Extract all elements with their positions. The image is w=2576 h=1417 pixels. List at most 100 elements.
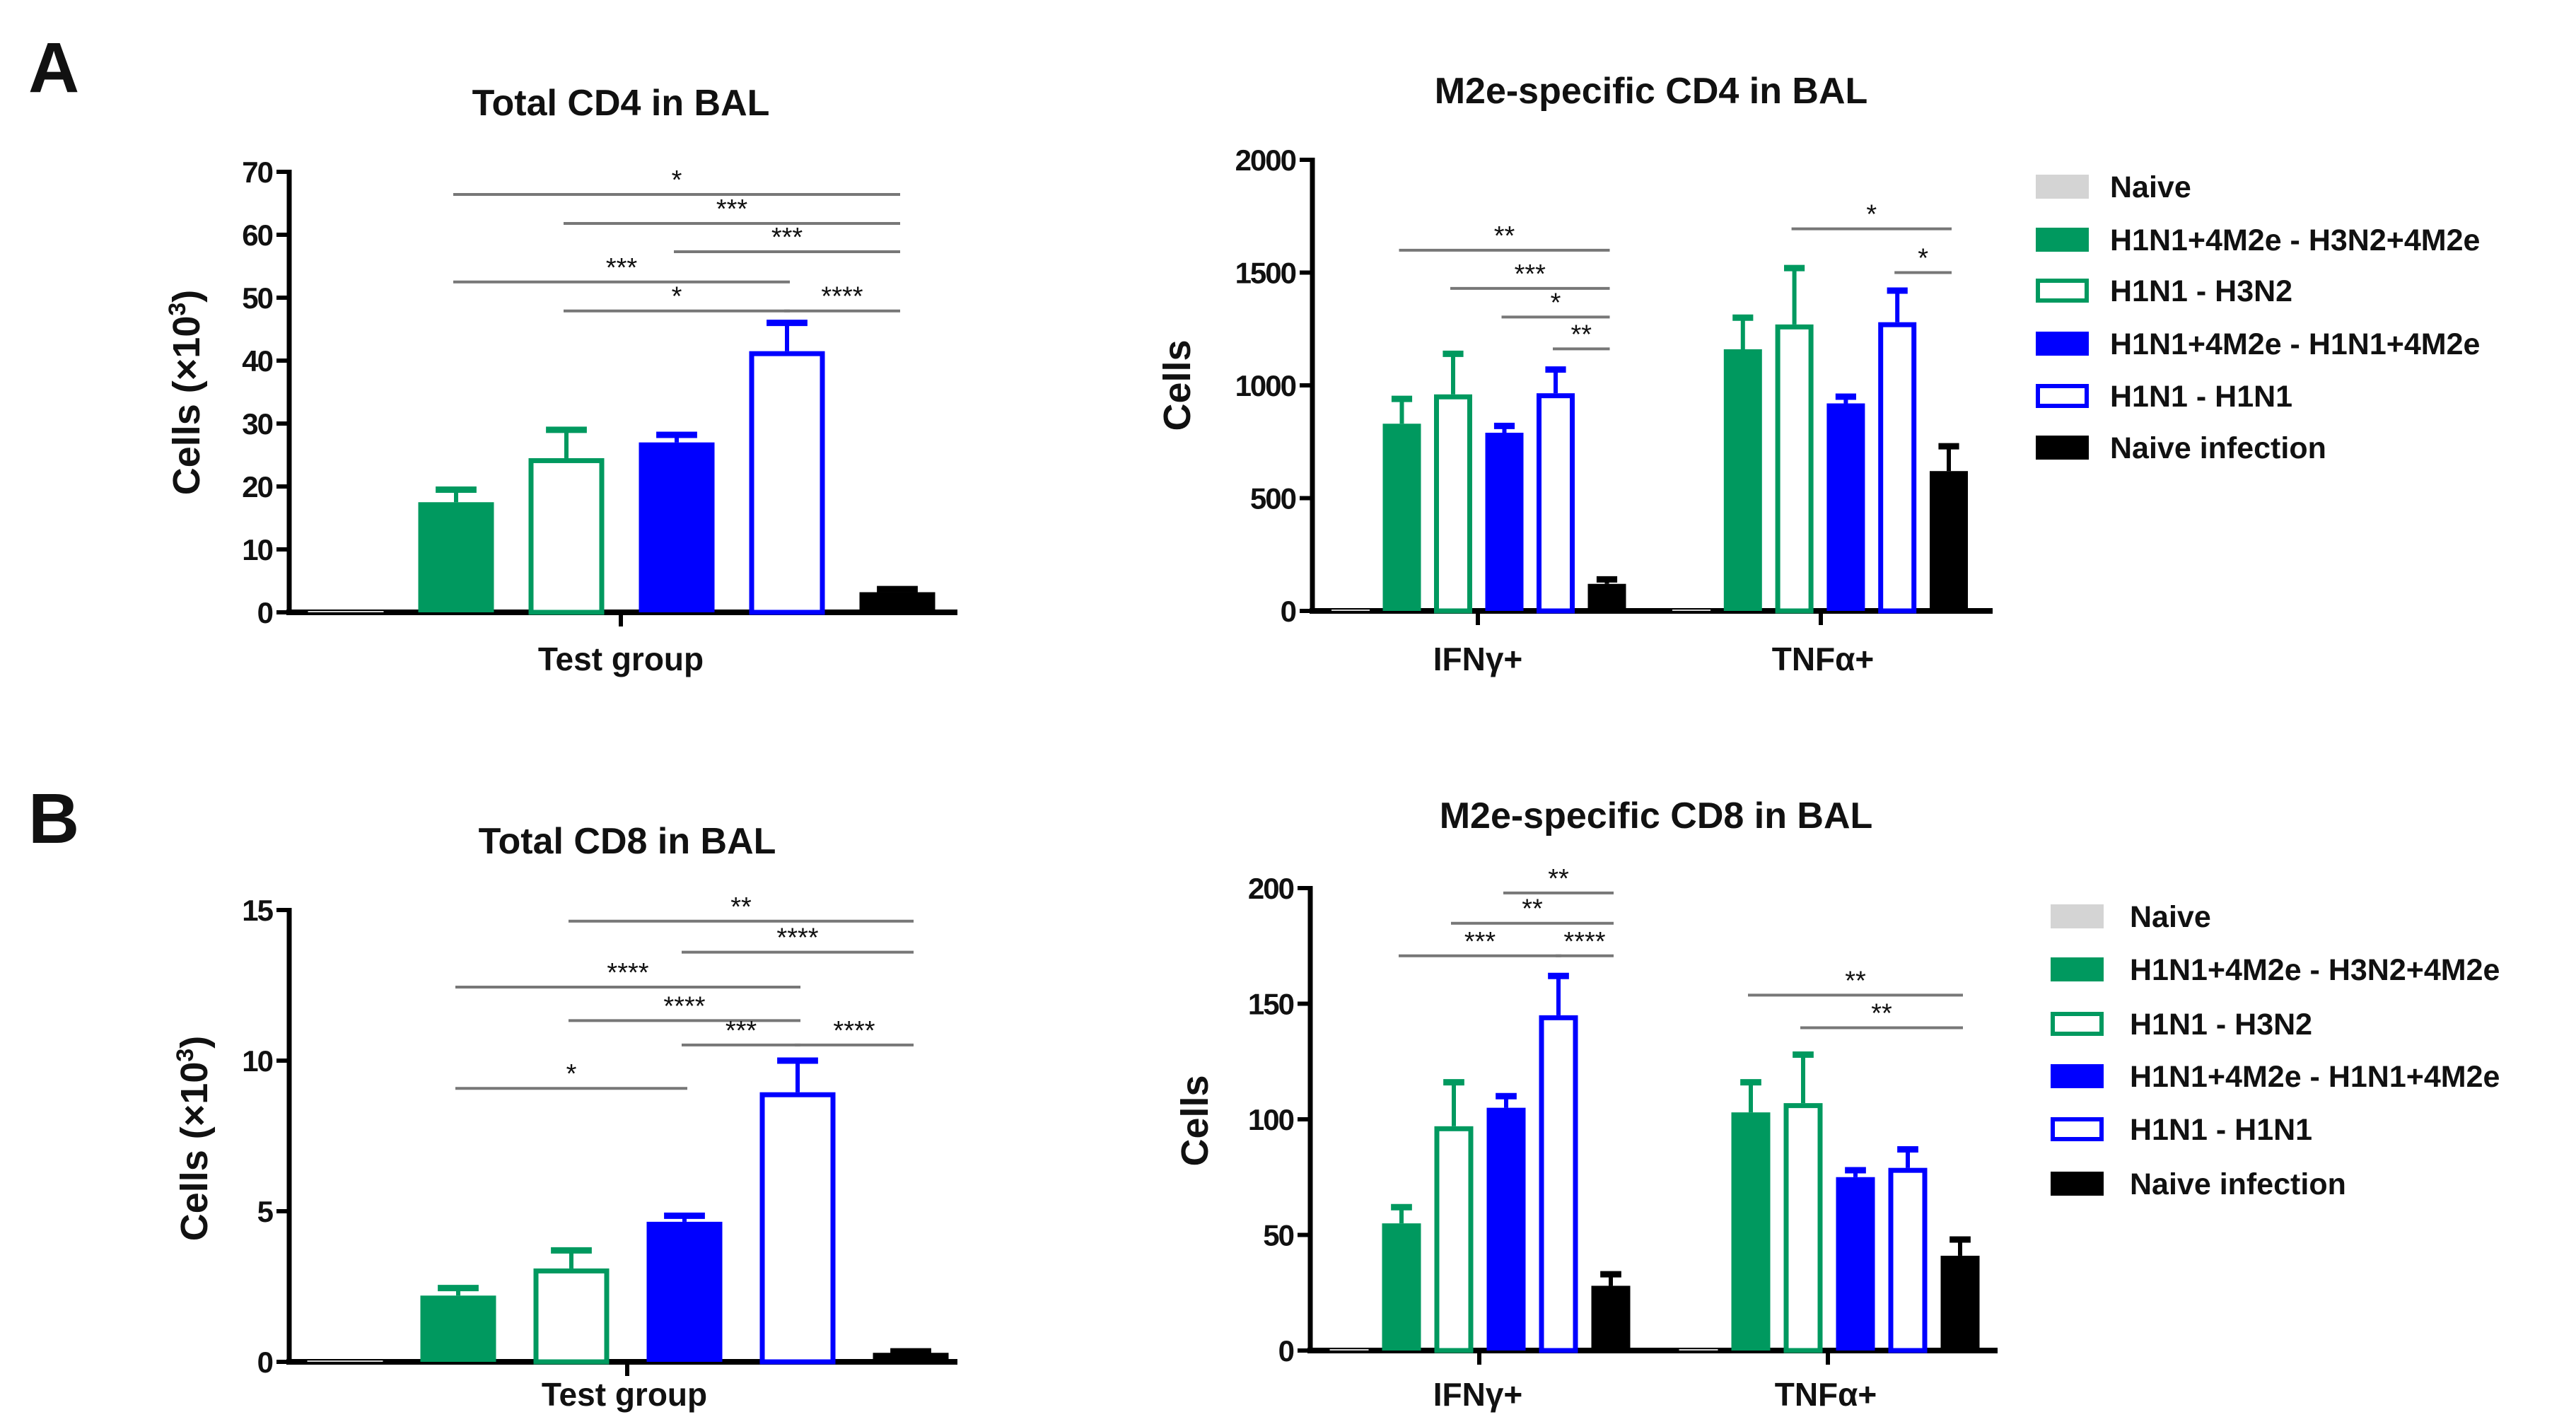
bar: [873, 1353, 949, 1362]
bar: [420, 1295, 496, 1362]
bar: [1434, 1126, 1474, 1353]
y-tick-label: 70: [242, 156, 272, 189]
significance-label: *: [1866, 200, 1877, 230]
legend-label: H1N1 - H1N1: [2110, 380, 2292, 414]
legend-label: Naive infection: [2110, 431, 2326, 465]
y-tick-label: 15: [242, 894, 273, 927]
bar: [1486, 1107, 1526, 1351]
significance-label: **: [730, 892, 752, 922]
bar: [1679, 1349, 1718, 1351]
legend-swatch: [2051, 1012, 2104, 1036]
y-tick-label: 0: [257, 596, 273, 629]
bar: [646, 1221, 723, 1362]
panel-label-b: B: [28, 779, 79, 858]
legend-label: Naive: [2110, 170, 2191, 204]
chart-title: M2e-specific CD4 in BAL: [1435, 71, 1868, 112]
bar: [1775, 324, 1814, 614]
bar: [1485, 432, 1524, 611]
y-tick-label: 0: [257, 1346, 273, 1379]
significance-label: ***: [771, 223, 803, 252]
y-tick-label: 5: [257, 1195, 274, 1228]
chart-title: Total CD8 in BAL: [479, 821, 776, 862]
legend-label: H1N1+4M2e - H1N1+4M2e: [2110, 327, 2480, 361]
x-category-label: Test group: [542, 1376, 707, 1413]
x-category-label: IFNγ+: [1433, 641, 1523, 677]
chart-panel-3: Total CD8 in BAL Cells (×103) 0 5 10 15 Test g…: [172, 821, 957, 1413]
y-tick-label: 60: [242, 218, 272, 252]
bar: [1930, 471, 1968, 611]
bar: [308, 611, 384, 612]
y-tick-label: 150: [1248, 988, 1294, 1021]
y-tick-label: 500: [1250, 482, 1296, 515]
bar: [1888, 1167, 1928, 1353]
legend-label: Naive infection: [2130, 1167, 2346, 1201]
x-category-label: TNFα+: [1772, 641, 1875, 677]
bar: [307, 1360, 383, 1362]
legend-swatch: [2051, 1172, 2104, 1196]
x-category-label: Test group: [538, 641, 704, 677]
bar: [1329, 1349, 1369, 1351]
y-tick-label: 1500: [1235, 257, 1296, 290]
significance-label: **: [1548, 864, 1569, 894]
significance-label: ***: [1515, 260, 1546, 289]
legend-swatch: [2051, 904, 2104, 928]
bar: [528, 457, 605, 615]
bar: [1672, 610, 1710, 611]
significance-label: ****: [663, 991, 705, 1021]
significance-label: **: [1522, 894, 1543, 924]
bar: [1382, 1223, 1421, 1351]
significance-label: ****: [1563, 927, 1605, 957]
legend-label: H1N1+4M2e - H3N2+4M2e: [2110, 223, 2480, 257]
bar: [1826, 403, 1865, 611]
bar: [859, 592, 936, 612]
y-tick-label: 50: [242, 281, 272, 315]
y-tick-label: 20: [242, 470, 272, 503]
bar: [1723, 349, 1762, 611]
panel-label-a: A: [28, 28, 79, 107]
bar: [1539, 1015, 1578, 1353]
bar: [1382, 424, 1421, 611]
y-tick-label: 0: [1278, 1334, 1294, 1368]
significance-label: ****: [833, 1016, 875, 1046]
significance-label: ***: [725, 1016, 757, 1046]
significance-label: *: [566, 1059, 577, 1089]
y-tick-label: 10: [242, 533, 272, 566]
significance-label: **: [1845, 966, 1866, 996]
chart-panel-4: M2e-specific CD8 in BAL Cells 0 50 100 150 200…: [1174, 795, 2500, 1413]
legend-label: H1N1+4M2e - H3N2+4M2e: [2130, 953, 2500, 987]
significance-label: ****: [607, 958, 648, 988]
y-axis-label: Cells (×103): [172, 1036, 216, 1242]
significance-label: ***: [606, 253, 638, 283]
legend-label: H1N1+4M2e - H1N1+4M2e: [2130, 1060, 2500, 1094]
bar: [533, 1268, 610, 1365]
y-tick-label: 100: [1248, 1103, 1294, 1136]
significance-label: *: [672, 165, 682, 195]
bar: [1331, 610, 1370, 611]
bar: [639, 442, 715, 612]
x-category-label: TNFα+: [1775, 1376, 1877, 1413]
legend-label: H1N1 - H1N1: [2130, 1113, 2312, 1147]
significance-label: *: [1551, 288, 1561, 317]
significance-label: *: [1918, 244, 1928, 274]
legend-swatch: [2036, 279, 2089, 303]
legend-swatch: [2036, 384, 2089, 408]
bar: [749, 351, 825, 615]
legend-swatch: [2036, 332, 2089, 356]
legend-swatch: [2051, 957, 2104, 981]
y-tick-label: 1000: [1235, 369, 1296, 402]
bar: [1587, 583, 1626, 611]
legend-label: Naive: [2130, 900, 2211, 934]
bar: [1940, 1255, 1980, 1351]
significance-label: ****: [776, 923, 818, 953]
legend-swatch: [2036, 175, 2089, 199]
legend-label: H1N1 - H3N2: [2110, 274, 2292, 308]
y-tick-label: 2000: [1235, 144, 1296, 177]
y-axis-label: Cells: [1174, 1075, 1216, 1166]
bar: [1836, 1177, 1875, 1351]
x-category-label: IFNγ+: [1433, 1376, 1523, 1413]
y-tick-label: 40: [242, 344, 272, 378]
legend-swatch: [2051, 1117, 2104, 1141]
significance-label: **: [1570, 320, 1592, 349]
significance-label: ****: [821, 282, 863, 312]
